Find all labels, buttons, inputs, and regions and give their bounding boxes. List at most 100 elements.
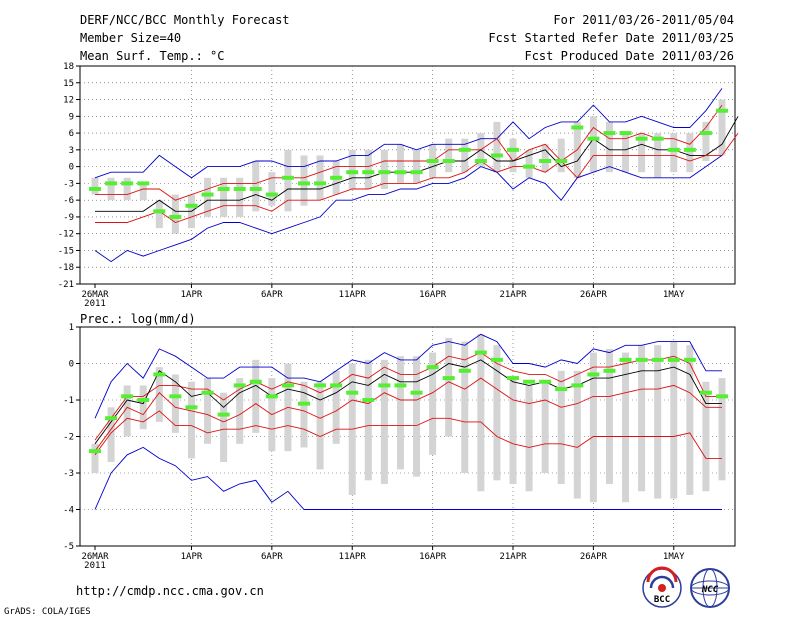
y-tick-label: 0 — [69, 163, 74, 173]
plot-frame — [79, 65, 736, 285]
x-tick-label: 1APR — [181, 290, 203, 300]
y-tick-label: -21 — [58, 280, 74, 290]
ensemble-bar — [573, 370, 581, 499]
median-marker — [362, 170, 375, 175]
median-marker — [587, 372, 600, 377]
y-tick-label: -2 — [63, 433, 74, 443]
y-tick-label: -4 — [63, 506, 74, 516]
ensemble-bar — [284, 149, 292, 212]
ensemble-bar — [670, 133, 678, 173]
median-marker — [217, 412, 230, 417]
series-ensemble-max — [94, 88, 723, 179]
median-marker — [394, 383, 407, 388]
ensemble-bar — [171, 194, 179, 234]
series-ensemble-mean — [94, 359, 722, 445]
median-marker — [298, 181, 310, 186]
ensemble-bar — [396, 144, 404, 184]
median-marker — [394, 170, 407, 175]
ensemble-bar — [204, 177, 212, 217]
y-tick-label: -9 — [63, 213, 74, 223]
median-marker — [314, 181, 327, 186]
x-tick-label: 1MAY — [663, 290, 685, 300]
median-marker — [185, 203, 198, 208]
median-marker — [619, 131, 632, 136]
y-tick-label: 15 — [63, 79, 74, 89]
header-member-size: Member Size=40 — [80, 31, 181, 45]
median-marker — [603, 131, 616, 136]
median-marker — [699, 390, 712, 395]
ensemble-bar — [107, 177, 115, 201]
ensemble-bar — [252, 161, 260, 212]
ncc-logo-text: NCC — [701, 585, 719, 595]
precip-panel-title: Prec.: log(mm/d) — [80, 312, 196, 326]
series-spread-upper — [94, 352, 722, 441]
ensemble-bar — [139, 183, 147, 201]
ensemble-bar — [509, 378, 517, 484]
x-tick-label: 11APR — [339, 290, 367, 300]
ensemble-bar — [638, 133, 646, 173]
median-marker — [330, 175, 343, 180]
median-marker — [699, 131, 712, 136]
x-tick-label: 16APR — [419, 552, 447, 562]
series-spread-upper — [95, 104, 723, 201]
ensemble-bar — [493, 345, 501, 481]
ensemble-bar — [380, 359, 388, 484]
x-tick-label: 6APR — [261, 290, 283, 300]
median-marker — [201, 390, 214, 395]
ensemble-bar — [107, 407, 115, 463]
ensemble-bar — [236, 177, 244, 217]
x-tick-label: 26MAR — [81, 290, 109, 300]
x-tick-sublabel: 2011 — [84, 299, 106, 309]
ensemble-bar — [268, 172, 276, 206]
ensemble-bar — [300, 381, 308, 448]
x-tick-label: 26MAR — [81, 552, 109, 562]
series-ensemble-max — [94, 333, 722, 419]
y-tick-label: 1 — [69, 323, 74, 333]
x-tick-label: 26APR — [580, 290, 608, 300]
ensemble-bar — [718, 99, 726, 156]
ensemble-bar — [236, 378, 244, 444]
ncc-logo: NCC — [690, 568, 730, 608]
median-marker — [523, 379, 536, 384]
ensemble-bar — [493, 121, 501, 173]
median-marker — [667, 147, 680, 152]
median-marker — [153, 372, 166, 377]
median-marker — [153, 209, 166, 214]
ensemble-bar — [686, 345, 694, 495]
bcc-logo-text: BCC — [654, 595, 670, 605]
median-marker — [683, 147, 696, 152]
ensemble-bar — [557, 370, 565, 484]
median-marker — [635, 136, 648, 141]
header-started: Fcst Started Refer Date 2011/03/25 — [488, 31, 734, 45]
median-marker — [265, 394, 278, 399]
ensemble-bar — [364, 149, 372, 189]
header-title: DERF/NCC/BCC Monthly Forecast — [80, 13, 290, 27]
median-marker — [539, 379, 552, 384]
median-marker — [169, 394, 182, 399]
median-marker — [490, 357, 503, 362]
footer-grads-credit: GrADS: COLA/IGES — [4, 607, 91, 617]
ensemble-bar — [638, 345, 646, 492]
footer-url[interactable]: http://cmdp.ncc.cma.gov.cn — [76, 584, 264, 598]
ensemble-bar — [477, 334, 485, 492]
median-marker — [555, 387, 568, 392]
y-tick-label: -3 — [63, 469, 74, 479]
median-marker — [281, 175, 294, 180]
header-variable: Mean Surf. Temp.: °C — [80, 49, 225, 63]
median-marker — [378, 383, 391, 388]
y-tick-label: 18 — [63, 62, 74, 72]
median-marker — [298, 401, 310, 406]
x-tick-label: 6APR — [261, 552, 283, 562]
median-marker — [330, 383, 343, 388]
median-marker — [233, 186, 246, 191]
median-marker — [571, 383, 584, 388]
median-marker — [362, 398, 375, 402]
bcc-logo: BCC — [642, 566, 682, 608]
median-marker — [474, 350, 487, 355]
median-marker — [651, 136, 664, 141]
median-marker — [442, 376, 455, 381]
y-tick-label: -6 — [63, 196, 74, 206]
ensemble-bar — [204, 378, 212, 444]
x-tick-label: 11APR — [339, 552, 367, 562]
